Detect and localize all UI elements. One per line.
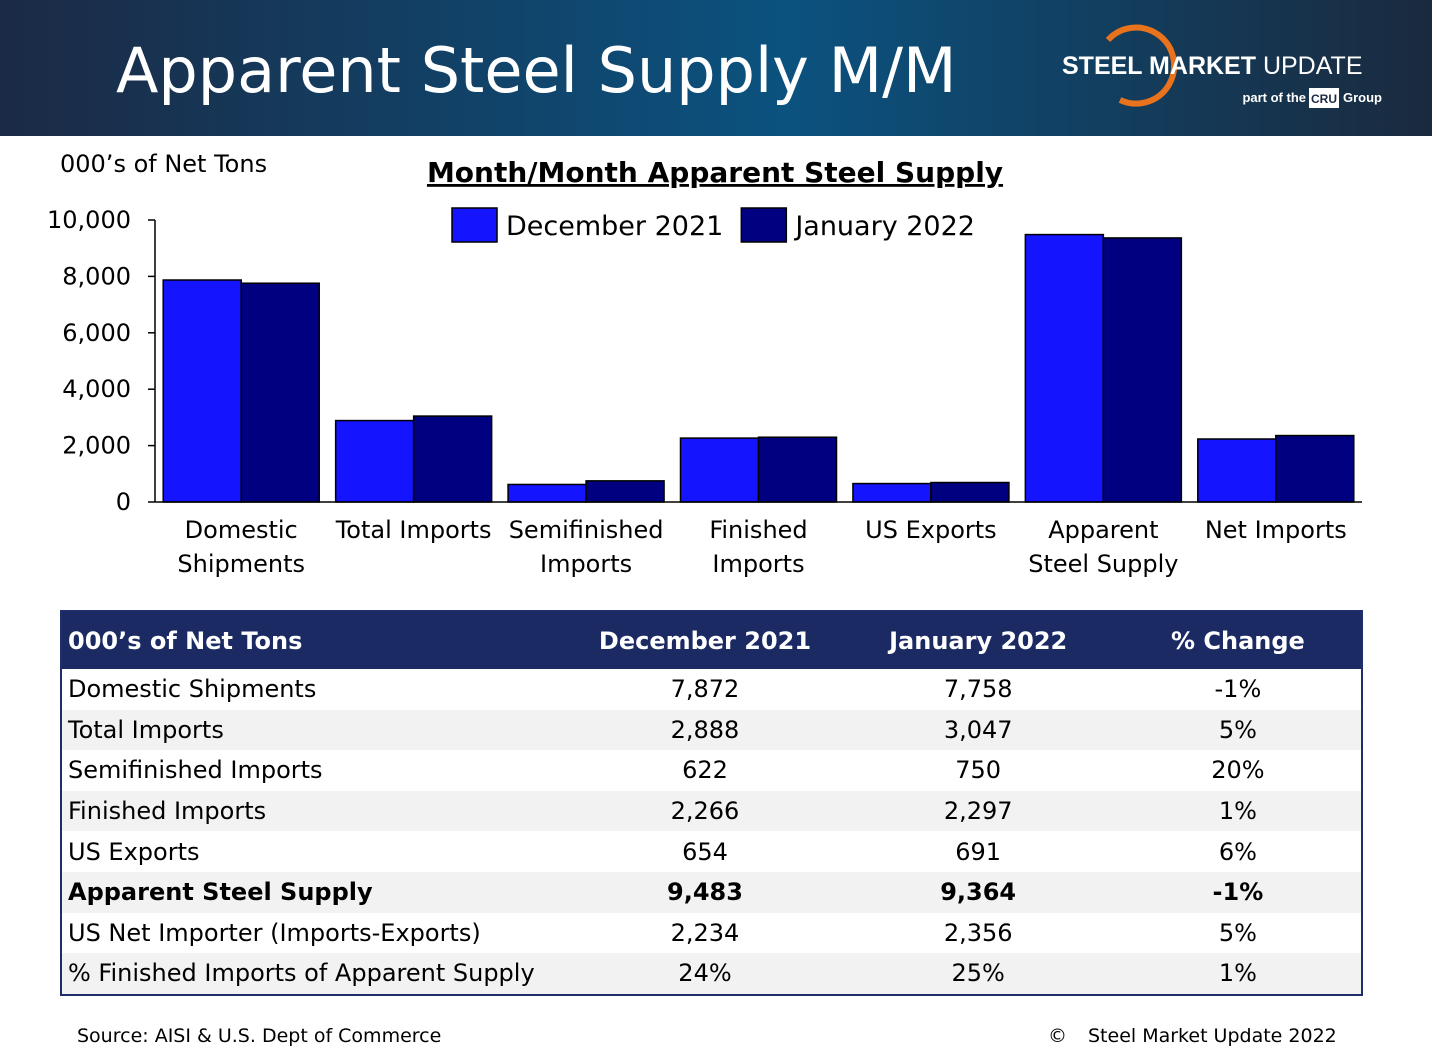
table-row: % Finished Imports of Apparent Supply 24%… — [61, 953, 1362, 995]
bar — [1024, 233, 1105, 503]
table-cell: 9,483 — [568, 871, 842, 913]
y-tick-label: 4,000 — [62, 375, 131, 403]
x-tick-label: Semifinished Imports — [509, 516, 664, 578]
header-bg — [0, 0, 1432, 136]
table-cell: Domestic Shipments — [68, 675, 317, 704]
table-row: Apparent Steel Supply 9,483 9,364 -1% — [61, 871, 1362, 913]
data-table: 000’s of Net Tons December 2021 January 20… — [60, 610, 1363, 996]
x-tick-label: Total Imports — [335, 516, 492, 544]
page-title: Apparent Steel Supply M/M — [116, 34, 956, 107]
bar — [1197, 438, 1277, 503]
table-cell: 2,356 — [943, 918, 1013, 947]
table-cell: 5% — [1114, 709, 1362, 751]
table-cell: 2,297 — [841, 790, 1115, 832]
table-body: Domestic Shipments 7,872 7,758 -1% Total Imp… — [61, 669, 1362, 995]
x-tick-label: Domestic Shipments — [177, 516, 305, 578]
legend-swatch — [451, 207, 498, 243]
bar — [1275, 434, 1355, 503]
table-cell: 2,234 — [670, 918, 740, 947]
column-header: December 2021 — [568, 611, 842, 669]
cru: CRU — [1311, 92, 1337, 106]
bar — [757, 436, 838, 503]
bar — [852, 482, 932, 503]
y-tick-label: 8,000 — [62, 262, 131, 290]
table-row: US Net Importer (Imports-Exports) 2,234 2,… — [61, 913, 1362, 954]
table-cell: % Finished Imports of Apparent Supply — [61, 953, 569, 995]
bar — [162, 279, 242, 503]
table-cell: 750 — [955, 756, 1002, 785]
table-row: US Exports 654 691 6% — [61, 831, 1362, 872]
chart-title: Month/Month Apparent Steel Supply — [427, 156, 1003, 189]
table-cell: US Exports — [68, 837, 200, 866]
y-tick-label: 0 — [116, 488, 131, 516]
copyright: Steel Market Update 2022 — [1088, 1025, 1337, 1047]
table-cell: 1% — [1114, 790, 1362, 832]
chart: 000’s of Net Tons Month/Month Apparent S… — [47, 150, 1362, 578]
logo-tagline: part of the — [1242, 90, 1306, 105]
x-tick-label: Finished Imports — [709, 516, 807, 578]
bar — [679, 437, 760, 503]
header: Apparent Steel Supply M/M STEEL MARKET U… — [0, 0, 1432, 136]
table-cell: US Net Importer (Imports-Exports) — [68, 918, 481, 947]
x-tick-label: Net Imports — [1205, 516, 1347, 544]
y-axis-label: 000’s of Net Tons — [60, 150, 267, 178]
table-cell: 25% — [841, 953, 1115, 995]
x-tick-label: Apparent Steel Supply — [1028, 516, 1178, 578]
table-cell: 2,266 — [568, 790, 842, 832]
table-cell: Total Imports — [61, 709, 569, 751]
table-cell: 7,872 — [670, 675, 740, 704]
table-cell: Finished Imports — [61, 790, 569, 832]
table-cell: 7,758 — [943, 675, 1013, 704]
table-cell: Semifinished Imports — [68, 756, 323, 785]
table-row: Domestic Shipments 7,872 7,758 -1% — [61, 669, 1362, 710]
table-cell: Apparent Steel Supply — [61, 871, 569, 913]
legend-label: January 2022 — [793, 211, 975, 242]
legend-label: December 2021 — [506, 211, 723, 242]
logo-rest: UPDATE — [1263, 52, 1363, 80]
copyright-symbol: © — [1048, 1025, 1067, 1047]
x-tick-label: US Exports — [865, 516, 997, 544]
table-row: Total Imports 2,888 3,047 5% — [61, 709, 1362, 751]
table-cell: 1% — [1114, 953, 1362, 995]
column-header: 000’s of Net Tons — [61, 611, 569, 669]
table-cell: 2,888 — [568, 709, 842, 751]
y-tick-label: 10,000 — [47, 206, 131, 234]
table-row: Semifinished Imports 622 750 20% — [61, 750, 1362, 791]
source: Source: AISI & U.S. Dept of Commerce — [77, 1025, 442, 1047]
bar — [334, 419, 415, 503]
table-cell: -1% — [1214, 675, 1262, 704]
bar — [585, 480, 665, 503]
table-cell: 20% — [1211, 756, 1265, 785]
table-cell: 5% — [1218, 918, 1257, 947]
table-row: Finished Imports 2,266 2,297 1% — [61, 790, 1362, 832]
table-cell: -1% — [1114, 871, 1362, 913]
bar — [412, 415, 493, 503]
y-tick-label: 2,000 — [62, 432, 131, 460]
table-header: 000’s of Net Tons December 2021 January 20… — [61, 611, 1362, 669]
logo-arc — [1105, 24, 1178, 107]
column-header: % Change — [1114, 611, 1362, 669]
bar — [240, 282, 320, 503]
table-cell: 24% — [568, 953, 842, 995]
table-cell: 622 — [682, 756, 728, 785]
logo-group: Group — [1343, 90, 1382, 105]
logo-bold: STEEL MARKET — [1062, 52, 1256, 80]
logo-name: STEEL MARKET UPDATE — [1062, 52, 1363, 80]
table-cell: 691 — [955, 837, 1002, 866]
table-cell: 6% — [1218, 837, 1257, 866]
y-tick-label: 6,000 — [62, 319, 131, 347]
table-cell: 9,364 — [841, 871, 1115, 913]
column-header: January 2022 — [841, 611, 1115, 669]
table-cell: 3,047 — [841, 709, 1115, 751]
legend-swatch — [740, 207, 788, 243]
table-cell: 654 — [682, 837, 728, 866]
bar — [507, 483, 587, 503]
cru-box — [1309, 88, 1339, 108]
bar — [1102, 237, 1183, 503]
bar — [930, 481, 1010, 503]
